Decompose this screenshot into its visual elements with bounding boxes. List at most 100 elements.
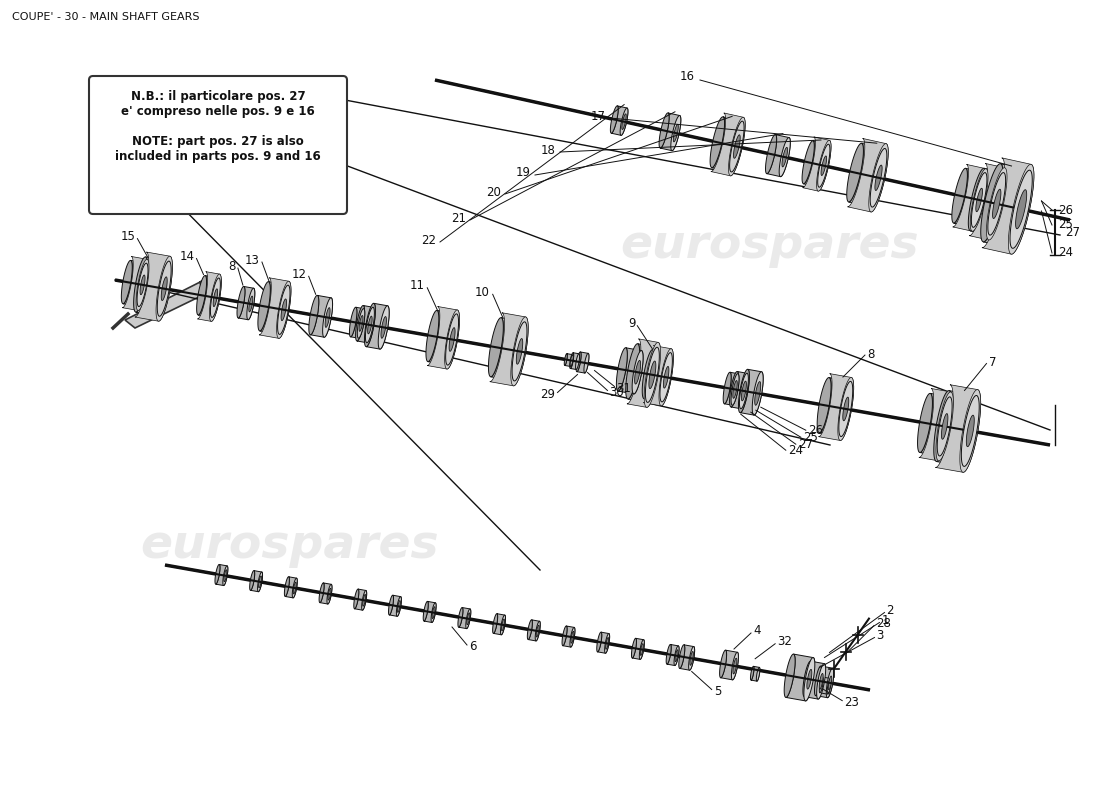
Polygon shape bbox=[671, 115, 681, 150]
Polygon shape bbox=[733, 658, 737, 674]
Polygon shape bbox=[570, 353, 580, 370]
Polygon shape bbox=[820, 674, 823, 690]
Polygon shape bbox=[576, 352, 588, 373]
Polygon shape bbox=[223, 566, 228, 586]
Polygon shape bbox=[918, 389, 954, 461]
Polygon shape bbox=[157, 261, 172, 316]
Polygon shape bbox=[728, 118, 745, 176]
Polygon shape bbox=[536, 625, 539, 637]
Polygon shape bbox=[645, 342, 661, 407]
Polygon shape bbox=[816, 140, 831, 191]
Polygon shape bbox=[424, 602, 428, 621]
Polygon shape bbox=[322, 298, 332, 338]
Polygon shape bbox=[644, 346, 673, 406]
Polygon shape bbox=[953, 165, 988, 231]
Polygon shape bbox=[992, 189, 1001, 218]
Text: 12: 12 bbox=[292, 268, 307, 281]
Polygon shape bbox=[491, 318, 527, 381]
Polygon shape bbox=[563, 626, 575, 647]
Polygon shape bbox=[309, 295, 319, 334]
Polygon shape bbox=[970, 168, 1005, 235]
Polygon shape bbox=[606, 638, 608, 650]
Polygon shape bbox=[431, 602, 436, 622]
Polygon shape bbox=[140, 275, 145, 294]
Polygon shape bbox=[961, 395, 979, 466]
Polygon shape bbox=[214, 565, 220, 584]
Polygon shape bbox=[937, 397, 953, 456]
Text: COUPE' - 30 - MAIN SHAFT GEARS: COUPE' - 30 - MAIN SHAFT GEARS bbox=[12, 12, 199, 22]
Polygon shape bbox=[426, 310, 439, 362]
Polygon shape bbox=[135, 252, 173, 321]
Polygon shape bbox=[123, 261, 148, 306]
Polygon shape bbox=[490, 313, 528, 386]
Polygon shape bbox=[729, 371, 738, 407]
Text: N.B.: il particolare pos. 27
e' compreso nelle pos. 9 e 16: N.B.: il particolare pos. 27 e' compreso… bbox=[121, 90, 315, 118]
Polygon shape bbox=[381, 317, 386, 338]
Text: 25: 25 bbox=[1058, 218, 1072, 231]
Polygon shape bbox=[870, 149, 887, 207]
Polygon shape bbox=[364, 303, 375, 346]
Polygon shape bbox=[942, 414, 948, 439]
Polygon shape bbox=[282, 299, 286, 321]
Polygon shape bbox=[446, 314, 459, 365]
Polygon shape bbox=[971, 173, 987, 227]
Polygon shape bbox=[937, 397, 953, 456]
Polygon shape bbox=[328, 588, 331, 600]
Polygon shape bbox=[257, 282, 271, 331]
Polygon shape bbox=[488, 318, 504, 377]
Polygon shape bbox=[257, 572, 263, 592]
Polygon shape bbox=[679, 645, 685, 669]
Polygon shape bbox=[536, 622, 540, 641]
Polygon shape bbox=[424, 602, 436, 622]
Polygon shape bbox=[660, 113, 681, 150]
Polygon shape bbox=[803, 141, 829, 187]
Polygon shape bbox=[122, 257, 149, 310]
Polygon shape bbox=[826, 668, 834, 698]
Polygon shape bbox=[138, 263, 148, 306]
Polygon shape bbox=[575, 354, 580, 370]
Polygon shape bbox=[458, 607, 463, 627]
Polygon shape bbox=[816, 664, 826, 699]
Polygon shape bbox=[285, 577, 297, 598]
Polygon shape bbox=[389, 595, 402, 616]
Polygon shape bbox=[982, 158, 1034, 254]
Polygon shape bbox=[277, 285, 290, 334]
Polygon shape bbox=[310, 295, 332, 338]
Polygon shape bbox=[597, 632, 602, 652]
Polygon shape bbox=[197, 275, 207, 315]
Polygon shape bbox=[618, 348, 644, 394]
Polygon shape bbox=[936, 390, 979, 466]
Polygon shape bbox=[631, 638, 637, 658]
Polygon shape bbox=[260, 282, 290, 334]
Text: 23: 23 bbox=[844, 696, 859, 709]
Polygon shape bbox=[571, 631, 574, 643]
Polygon shape bbox=[815, 666, 834, 698]
Polygon shape bbox=[319, 583, 324, 602]
Polygon shape bbox=[711, 113, 745, 176]
Polygon shape bbox=[649, 361, 656, 389]
Polygon shape bbox=[983, 164, 1032, 248]
Polygon shape bbox=[741, 381, 747, 401]
Text: 20: 20 bbox=[486, 186, 500, 198]
Polygon shape bbox=[466, 613, 470, 625]
Polygon shape bbox=[628, 344, 659, 402]
Polygon shape bbox=[935, 385, 981, 472]
Polygon shape bbox=[869, 144, 888, 212]
Text: 1: 1 bbox=[881, 614, 889, 627]
Polygon shape bbox=[729, 121, 744, 172]
Polygon shape bbox=[740, 370, 763, 415]
Polygon shape bbox=[936, 392, 954, 461]
Polygon shape bbox=[367, 316, 372, 334]
Polygon shape bbox=[870, 149, 887, 207]
Polygon shape bbox=[527, 620, 532, 639]
Polygon shape bbox=[570, 353, 574, 369]
Polygon shape bbox=[966, 415, 975, 446]
Polygon shape bbox=[874, 165, 882, 190]
Polygon shape bbox=[285, 577, 289, 597]
Polygon shape bbox=[378, 306, 389, 349]
Polygon shape bbox=[513, 322, 527, 381]
Polygon shape bbox=[260, 278, 292, 338]
Polygon shape bbox=[138, 263, 148, 306]
Polygon shape bbox=[209, 274, 221, 322]
Polygon shape bbox=[513, 322, 527, 381]
